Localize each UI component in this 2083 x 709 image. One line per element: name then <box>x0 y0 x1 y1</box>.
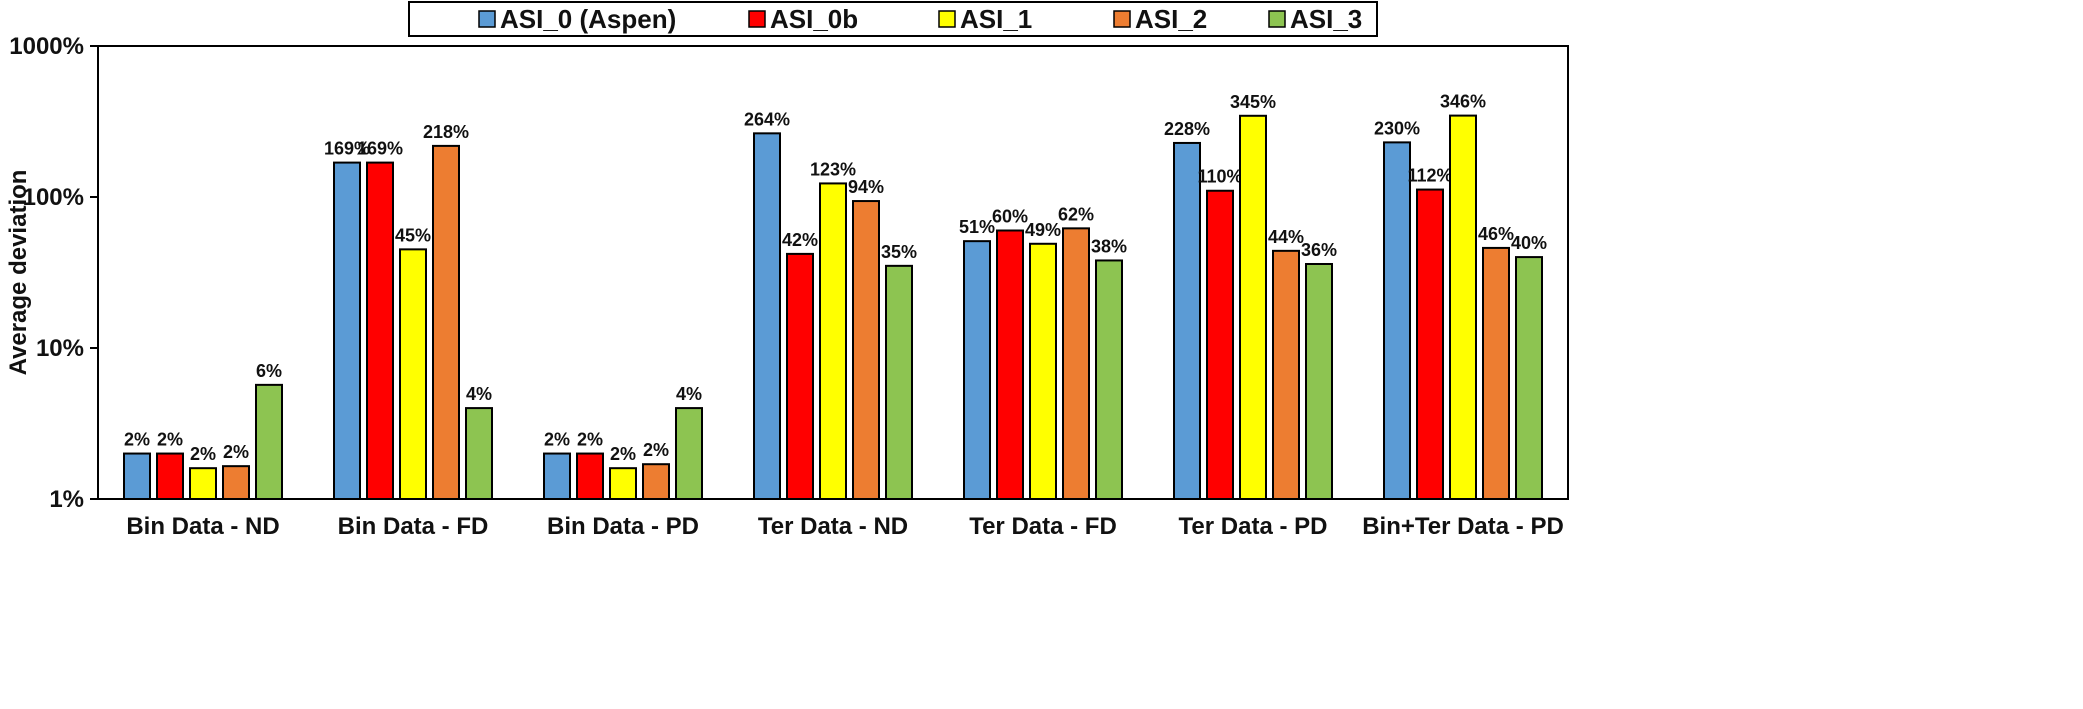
data-label: 60% <box>992 206 1028 226</box>
bar <box>432 144 460 500</box>
bar <box>222 465 250 500</box>
data-label: 44% <box>1268 227 1304 247</box>
x-tick-label: Ter Data - ND <box>758 513 908 540</box>
data-label: 123% <box>810 159 856 179</box>
data-label: 51% <box>959 217 995 237</box>
bar <box>366 161 394 500</box>
legend-swatch <box>1113 10 1131 28</box>
legend-swatch <box>938 10 956 28</box>
bar <box>1206 189 1234 501</box>
data-label: 228% <box>1164 119 1210 139</box>
x-tick-label: Ter Data - FD <box>969 513 1117 540</box>
bar <box>1095 259 1123 500</box>
y-axis-label: Average deviation <box>5 170 32 376</box>
legend-box <box>408 1 1378 37</box>
bar <box>996 229 1024 500</box>
legend-label: ASI_3 <box>1290 4 1362 34</box>
legend-label: ASI_2 <box>1135 4 1207 34</box>
data-label: 38% <box>1091 236 1127 256</box>
legend-label: ASI_0b <box>770 4 858 34</box>
data-label: 35% <box>881 242 917 262</box>
data-label: 112% <box>1407 166 1452 186</box>
data-label: 2% <box>643 440 669 460</box>
data-label: 169% <box>357 139 403 159</box>
bar <box>1173 141 1201 500</box>
bar <box>543 452 571 500</box>
bar <box>885 264 913 501</box>
legend-swatch <box>748 10 766 28</box>
data-label: 2% <box>124 430 150 450</box>
data-label: 2% <box>190 444 216 464</box>
x-axis: Bin Data - ND Bin Data - FD Bin Data - PD T… <box>126 513 1563 540</box>
bar <box>1239 114 1267 501</box>
data-label: 40% <box>1511 233 1547 253</box>
bar <box>963 240 991 501</box>
y-tick-label: 100% <box>23 184 84 211</box>
data-label: 230% <box>1374 118 1420 138</box>
data-label: 46% <box>1478 224 1514 244</box>
bar <box>852 200 880 500</box>
bar <box>576 452 604 500</box>
bar <box>123 452 151 500</box>
bar <box>1062 227 1090 501</box>
x-tick-label: Bin Data - PD <box>547 513 699 540</box>
bar <box>786 252 814 500</box>
data-label: 264% <box>744 109 790 129</box>
x-tick-label: Bin Data - ND <box>126 513 279 540</box>
data-label: 2% <box>157 430 183 450</box>
bar <box>675 407 703 500</box>
data-label: 62% <box>1058 204 1094 224</box>
bar <box>642 463 670 500</box>
legend-label: ASI_0 (Aspen) <box>500 4 676 34</box>
data-label: 45% <box>395 225 431 245</box>
legend: ASI_0 (Aspen) ASI_0b ASI_1 ASI_2 ASI_3 <box>408 1 1378 37</box>
y-tick-label: 1000% <box>9 33 84 60</box>
data-label: 49% <box>1025 220 1061 240</box>
data-label: 94% <box>848 177 884 197</box>
legend-label: ASI_1 <box>960 4 1032 34</box>
data-label: 6% <box>256 361 282 381</box>
bar <box>753 132 781 501</box>
data-label: 169% <box>324 139 370 159</box>
bar <box>189 467 217 501</box>
data-label: 2% <box>610 444 636 464</box>
data-label: 36% <box>1301 240 1337 260</box>
plot-area: 2% 2% 2% 2% 6% 169%169% 45% 218% 4% 2% 2% 2% 2% 4% 264… <box>97 45 1569 501</box>
data-label: 2% <box>223 442 249 462</box>
bar <box>1305 262 1333 500</box>
bar <box>255 383 283 500</box>
bar <box>465 407 493 500</box>
bar <box>819 182 847 501</box>
bar <box>156 452 184 500</box>
data-label: 110% <box>1197 167 1242 187</box>
x-tick-label: Bin+Ter Data - PD <box>1362 513 1564 540</box>
x-tick-label: Ter Data - PD <box>1179 513 1328 540</box>
bar <box>399 248 427 500</box>
bar <box>333 161 361 500</box>
data-label: 2% <box>577 430 603 450</box>
data-label: 4% <box>466 384 492 404</box>
legend-swatch <box>478 10 496 28</box>
bar <box>1515 256 1543 500</box>
bar <box>1272 249 1300 500</box>
legend-swatch <box>1268 10 1286 28</box>
y-axis: 1% 10% 100% 1000% <box>9 33 98 513</box>
data-label: 42% <box>782 230 818 250</box>
data-label: 346% <box>1440 92 1486 112</box>
data-label: 218% <box>423 122 469 142</box>
bar <box>1383 141 1411 500</box>
x-tick-label: Bin Data - FD <box>338 513 489 540</box>
bar <box>1449 114 1477 500</box>
bar <box>1416 188 1444 500</box>
data-label: 4% <box>676 384 702 404</box>
data-label: 2% <box>544 430 570 450</box>
bar <box>609 467 637 501</box>
y-tick-label: 1% <box>49 486 84 513</box>
data-label: 345% <box>1230 92 1276 112</box>
bar <box>1482 246 1510 500</box>
bar <box>1029 242 1057 500</box>
y-tick-label: 10% <box>36 335 84 362</box>
